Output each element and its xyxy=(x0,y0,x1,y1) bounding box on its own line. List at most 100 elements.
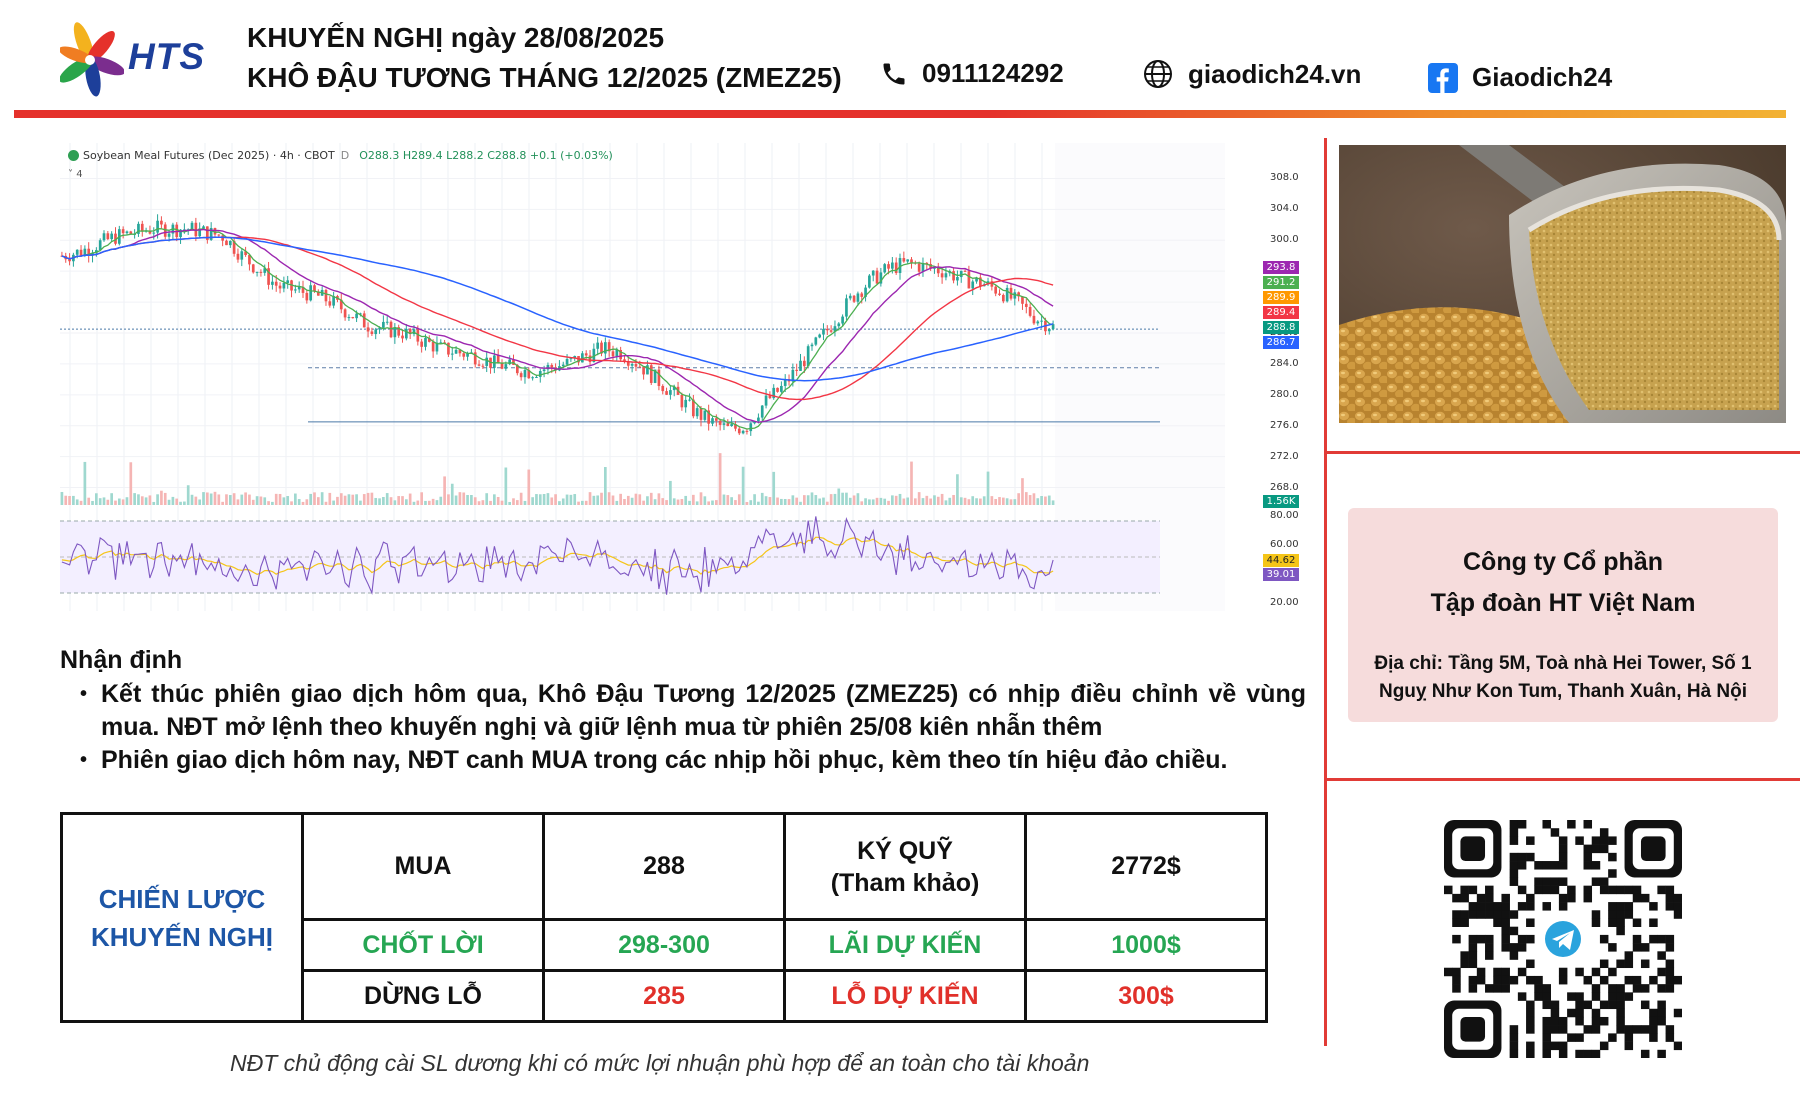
qr-module xyxy=(1509,877,1519,886)
volume-bar xyxy=(653,499,657,505)
candle-body xyxy=(695,408,699,417)
volume-bar xyxy=(485,493,489,505)
volume-bar xyxy=(619,493,622,505)
candle-body xyxy=(205,226,209,240)
volume-bar xyxy=(504,467,508,505)
qr-module xyxy=(1542,877,1551,886)
volume-bar xyxy=(711,500,714,505)
volume-bar xyxy=(802,495,806,505)
qr-module xyxy=(1624,902,1634,911)
qr-module xyxy=(1542,1025,1551,1034)
candle-body xyxy=(508,359,512,365)
qr-module xyxy=(1640,959,1650,969)
volume-bar xyxy=(757,501,760,505)
qr-module xyxy=(1624,1041,1634,1051)
candle-body xyxy=(106,233,110,240)
qr-module xyxy=(1509,1041,1519,1051)
qr-module xyxy=(1493,984,1502,993)
qr-module xyxy=(1493,918,1502,927)
website-link[interactable]: giaodich24.vn xyxy=(1142,58,1361,90)
candle-body xyxy=(714,418,718,421)
qr-module xyxy=(1649,975,1658,985)
candle-body xyxy=(615,349,619,357)
qr-module xyxy=(1665,934,1675,944)
qr-module xyxy=(1558,861,1568,870)
qr-module xyxy=(1468,951,1478,960)
qr-module xyxy=(1673,902,1683,911)
candle-body xyxy=(393,327,397,338)
volume-bar xyxy=(1009,499,1013,505)
candle-body xyxy=(642,366,645,375)
volume-bar xyxy=(148,495,152,505)
qr-module xyxy=(1517,992,1527,1001)
candle-body xyxy=(251,264,255,273)
candle-body xyxy=(626,361,630,366)
candle-body xyxy=(140,223,144,231)
price-badge: 293.8 xyxy=(1263,261,1299,274)
volume-badge: 1.56K xyxy=(1263,495,1299,508)
qr-module xyxy=(1558,1041,1568,1051)
volume-bar xyxy=(940,493,944,505)
volume-bar xyxy=(898,493,902,505)
candle-body xyxy=(944,273,948,278)
facebook-icon xyxy=(1428,62,1458,93)
qr-module xyxy=(1608,967,1617,977)
analysis-bullets: Kết thúc phiên giao dịch hôm qua, Khô Đậ… xyxy=(80,678,1306,777)
qr-module xyxy=(1517,934,1527,944)
volume-bar xyxy=(347,494,351,505)
candle-body xyxy=(730,424,733,427)
candle-body xyxy=(102,233,106,241)
volume-bar xyxy=(975,498,978,505)
candle-body xyxy=(248,255,251,265)
volume-bar xyxy=(959,497,963,505)
volume-bar xyxy=(952,494,955,505)
qr-module xyxy=(1534,885,1543,895)
volume-bar xyxy=(925,495,929,505)
qr-module xyxy=(1452,975,1461,985)
company-address-line1: Địa chỉ: Tầng 5M, Toà nhà Hei Tower, Số … xyxy=(1374,653,1752,674)
volume-bar xyxy=(917,492,921,505)
volume-bar xyxy=(581,500,584,505)
qr-module xyxy=(1608,910,1617,919)
candle-body xyxy=(523,369,527,378)
volume-bar xyxy=(98,498,102,505)
qr-module xyxy=(1534,975,1543,985)
indicator-toggle[interactable]: ˅ 4 xyxy=(68,169,83,180)
qr-module xyxy=(1665,967,1675,977)
candle-body xyxy=(255,271,259,273)
volume-bar xyxy=(470,495,473,505)
candle-body xyxy=(156,220,159,233)
volume-bar xyxy=(87,497,91,505)
qr-module xyxy=(1665,984,1675,993)
volume-bar xyxy=(703,496,707,505)
buy-price: 288 xyxy=(542,811,786,922)
candle-body xyxy=(592,348,596,363)
volume-bar xyxy=(692,494,695,505)
qr-module xyxy=(1608,918,1617,927)
candle-body xyxy=(447,342,450,355)
facebook-link[interactable]: Giaodich24 xyxy=(1428,62,1612,93)
candle-body xyxy=(79,249,83,256)
qr-module xyxy=(1452,984,1461,993)
volume-bar xyxy=(175,498,179,505)
volume-bar xyxy=(1036,498,1040,505)
volume-bar xyxy=(64,495,68,505)
qr-code-image xyxy=(1444,820,1683,1059)
qr-module xyxy=(1665,975,1675,985)
price-tick-label: 284.0 xyxy=(1270,357,1299,369)
volume-bar xyxy=(519,492,523,505)
phone-contact[interactable]: 0911124292 xyxy=(880,58,1064,89)
volume-bar xyxy=(1047,495,1051,505)
stop-loss-action: DỪNG LỖ xyxy=(301,969,545,1023)
volume-bar xyxy=(875,497,879,505)
qr-module xyxy=(1476,893,1486,903)
volume-bar xyxy=(160,490,163,505)
candle-body xyxy=(703,410,707,420)
candle-body xyxy=(1047,329,1051,332)
volume-bar xyxy=(163,492,167,505)
telegram-qr-code[interactable] xyxy=(1444,820,1683,1059)
candle-body xyxy=(424,337,427,347)
volume-bar xyxy=(167,499,171,505)
volume-bar xyxy=(910,461,913,505)
candle-body xyxy=(343,309,347,318)
